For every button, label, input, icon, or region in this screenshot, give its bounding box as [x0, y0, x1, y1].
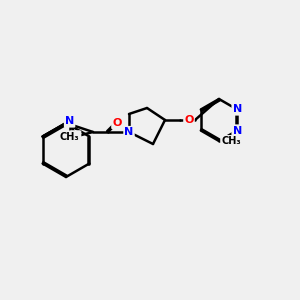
Text: N: N	[232, 104, 242, 115]
Text: O: O	[112, 118, 122, 128]
Text: N: N	[71, 131, 80, 142]
Text: CH₃: CH₃	[60, 131, 80, 142]
Text: O: O	[184, 115, 194, 125]
Text: CH₃: CH₃	[221, 136, 241, 146]
Text: N: N	[65, 116, 74, 127]
Text: N: N	[124, 127, 134, 137]
Text: N: N	[232, 125, 242, 136]
